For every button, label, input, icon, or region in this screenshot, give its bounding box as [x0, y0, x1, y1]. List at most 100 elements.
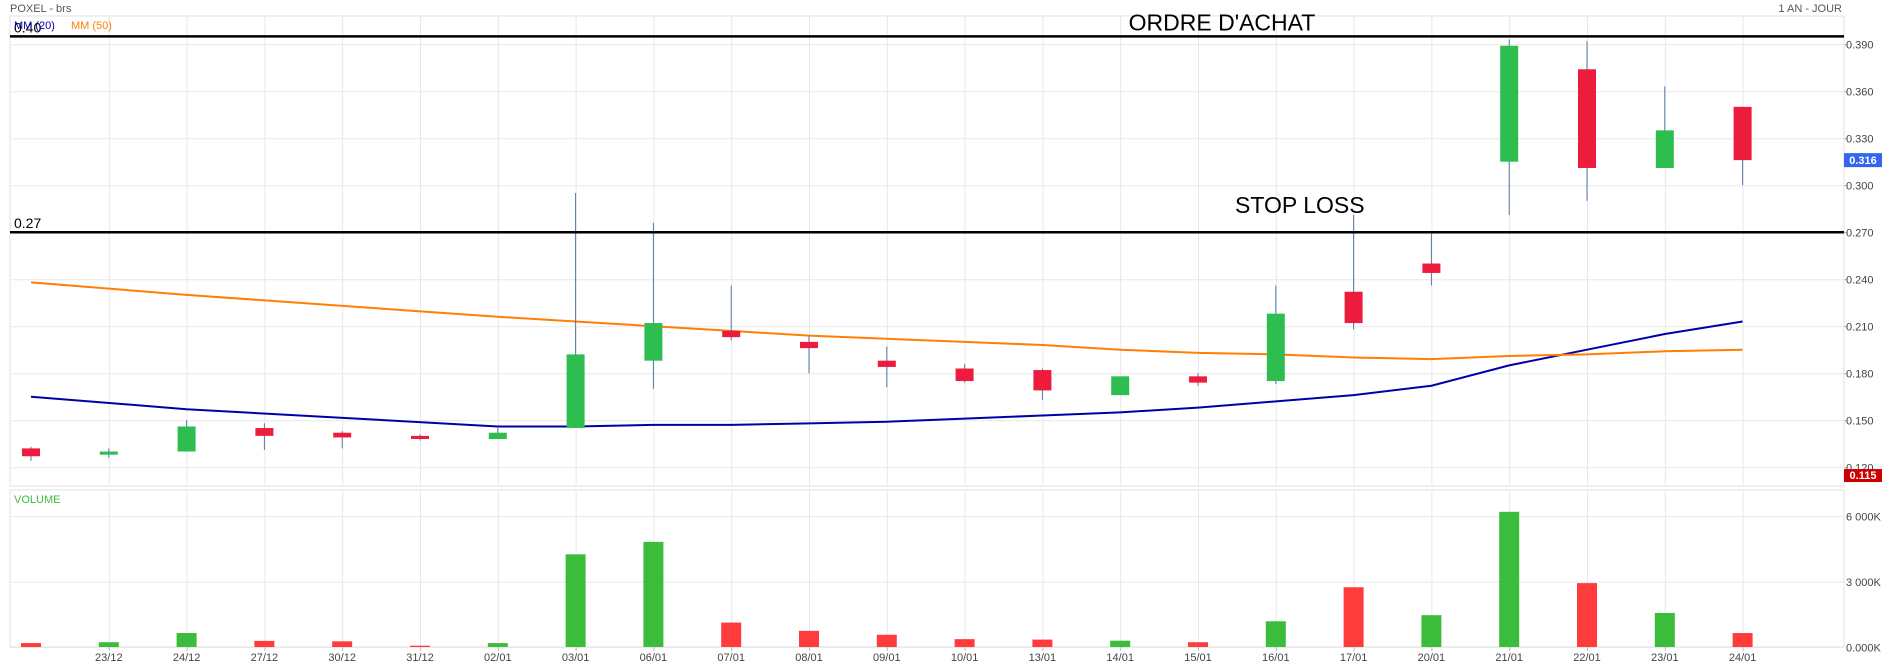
volume-y-tick-label: 6 000K	[1846, 512, 1882, 524]
candle[interactable]	[255, 423, 274, 450]
y-tick-label: 0.240	[1846, 275, 1874, 287]
volume-bar[interactable]	[1343, 587, 1364, 647]
candle[interactable]	[1655, 86, 1674, 168]
y-tick-label: 0.360	[1846, 87, 1874, 99]
x-tick-label: 30/12	[328, 652, 356, 664]
volume-bar[interactable]	[1654, 612, 1675, 647]
candle-body	[1266, 313, 1285, 382]
candle[interactable]	[177, 420, 196, 452]
candle[interactable]	[411, 434, 429, 441]
axes-labels: 23/12 24/12 27/12 30/12 31/12 02/01 03/01 06/01…	[14, 40, 1882, 664]
volume-y-tick-label: 3 000K	[1846, 577, 1882, 589]
candle[interactable]	[1733, 106, 1752, 186]
volume-bar[interactable]	[410, 645, 430, 647]
last-price-label: 0.316	[1849, 155, 1877, 167]
price-annotations: 0.40 0.27 ORDRE D'ACHAT STOP LOSS	[10, 9, 1844, 234]
candle[interactable]	[99, 448, 118, 458]
y-tick-label: 0.300	[1846, 181, 1874, 193]
candle[interactable]	[22, 446, 40, 461]
volume-bar[interactable]	[799, 630, 819, 647]
volume-bar[interactable]	[1110, 640, 1131, 647]
x-tick-label: 08/01	[795, 652, 823, 664]
volume-panel	[9, 489, 1845, 648]
volume-bar[interactable]	[21, 643, 41, 647]
candle[interactable]	[1344, 214, 1363, 330]
candle[interactable]	[1266, 285, 1285, 385]
candle[interactable]	[1578, 41, 1596, 201]
y-tick-label: 0.270	[1846, 228, 1874, 240]
instrument-title: POXEL - brs	[10, 3, 72, 15]
volume-bar[interactable]	[721, 622, 742, 647]
legend-mm20[interactable]: MM (20)	[14, 20, 55, 32]
candle[interactable]	[955, 363, 974, 383]
y-tick-label: 0.330	[1846, 134, 1874, 146]
candle-body	[177, 426, 196, 452]
x-tick-label: 24/12	[173, 652, 201, 664]
candle[interactable]	[877, 346, 896, 388]
annotation-line-label: 0.40	[14, 19, 41, 35]
candle[interactable]	[488, 428, 507, 439]
x-tick-label: 06/01	[640, 652, 668, 664]
candle-body	[877, 360, 896, 367]
candle[interactable]	[722, 285, 741, 341]
volume-bar[interactable]	[643, 541, 664, 647]
legend-mm50[interactable]: MM (50)	[71, 20, 112, 32]
candle-body	[488, 432, 507, 439]
volume-bar[interactable]	[254, 640, 275, 647]
candle[interactable]	[1422, 233, 1441, 286]
x-tick-label: 16/01	[1262, 652, 1290, 664]
x-tick-label: 23/01	[1651, 652, 1679, 664]
candle[interactable]	[1033, 368, 1052, 400]
candle[interactable]	[800, 335, 818, 374]
annotation-text: STOP LOSS	[1235, 192, 1365, 218]
candle-body	[333, 432, 352, 438]
candle[interactable]	[1189, 373, 1207, 386]
volume-bar[interactable]	[954, 639, 975, 647]
volume-bar[interactable]	[1265, 621, 1286, 647]
x-tick-label: 15/01	[1184, 652, 1212, 664]
y-tick-label: 0.180	[1846, 369, 1874, 381]
period-label[interactable]: 1 AN - JOUR	[1778, 3, 1842, 15]
candle-body	[1733, 106, 1752, 161]
y-tick-label: 0.210	[1846, 322, 1874, 334]
x-tick-label: 24/01	[1729, 652, 1757, 664]
volume-bar[interactable]	[487, 643, 508, 647]
volume-bar[interactable]	[1188, 642, 1208, 647]
candle[interactable]	[1500, 39, 1519, 215]
x-tick-label: 17/01	[1340, 652, 1368, 664]
volume-bar[interactable]	[98, 642, 119, 647]
volume-bar[interactable]	[1421, 615, 1442, 647]
y-tick-label: 0.150	[1846, 416, 1874, 428]
volume-bar[interactable]	[176, 633, 197, 647]
volume-bar[interactable]	[1577, 583, 1597, 647]
volume-bar[interactable]	[332, 641, 353, 647]
candle-body	[1578, 69, 1596, 168]
volume-bar[interactable]	[1032, 639, 1053, 647]
x-tick-label: 20/01	[1418, 652, 1446, 664]
volume-bar[interactable]	[876, 634, 897, 647]
candle-body	[800, 341, 818, 349]
y-tick-label: 0.390	[1846, 40, 1874, 52]
candle[interactable]	[644, 222, 663, 389]
x-tick-label: 27/12	[251, 652, 279, 664]
candle[interactable]	[333, 431, 352, 449]
candle-body	[566, 354, 585, 429]
candle-body	[22, 448, 40, 457]
volume-bar[interactable]	[565, 554, 586, 647]
candle-body	[99, 451, 118, 455]
low-marker-label: 0.115	[1850, 470, 1877, 482]
candle-body	[1111, 376, 1130, 396]
x-tick-label: 10/01	[951, 652, 979, 664]
candle[interactable]	[1111, 376, 1130, 396]
volume-bar[interactable]	[1499, 511, 1520, 647]
volume-y-tick-label: 0.000K	[1846, 643, 1882, 655]
x-tick-label: 21/01	[1495, 652, 1523, 664]
candle-body	[955, 368, 974, 382]
low-marker-badge	[1844, 469, 1882, 483]
last-price-badge	[1844, 153, 1882, 168]
x-tick-label: 31/12	[406, 652, 434, 664]
candle-body	[1344, 291, 1363, 324]
price-panel	[9, 15, 1845, 487]
volume-bar[interactable]	[1732, 633, 1753, 647]
candlesticks	[22, 39, 1752, 461]
